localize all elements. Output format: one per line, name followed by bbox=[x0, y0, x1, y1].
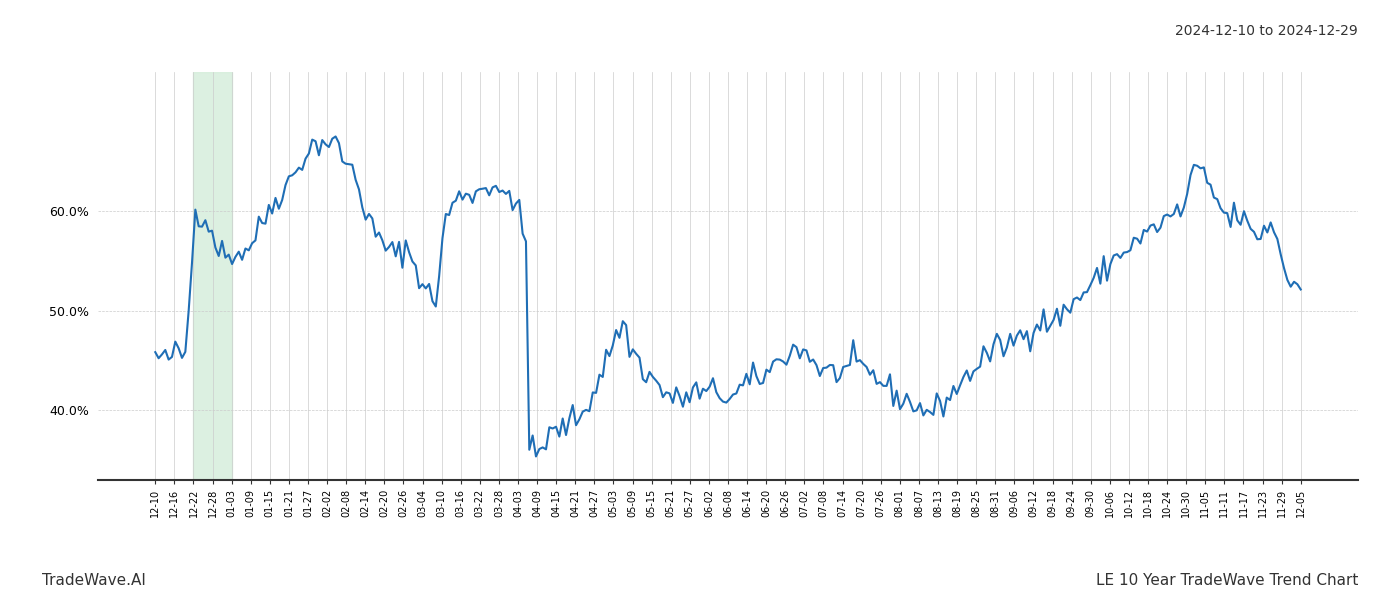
Text: TradeWave.AI: TradeWave.AI bbox=[42, 573, 146, 588]
Text: LE 10 Year TradeWave Trend Chart: LE 10 Year TradeWave Trend Chart bbox=[1096, 573, 1358, 588]
Bar bbox=[193, 72, 231, 480]
Text: 2024-12-10 to 2024-12-29: 2024-12-10 to 2024-12-29 bbox=[1175, 24, 1358, 38]
